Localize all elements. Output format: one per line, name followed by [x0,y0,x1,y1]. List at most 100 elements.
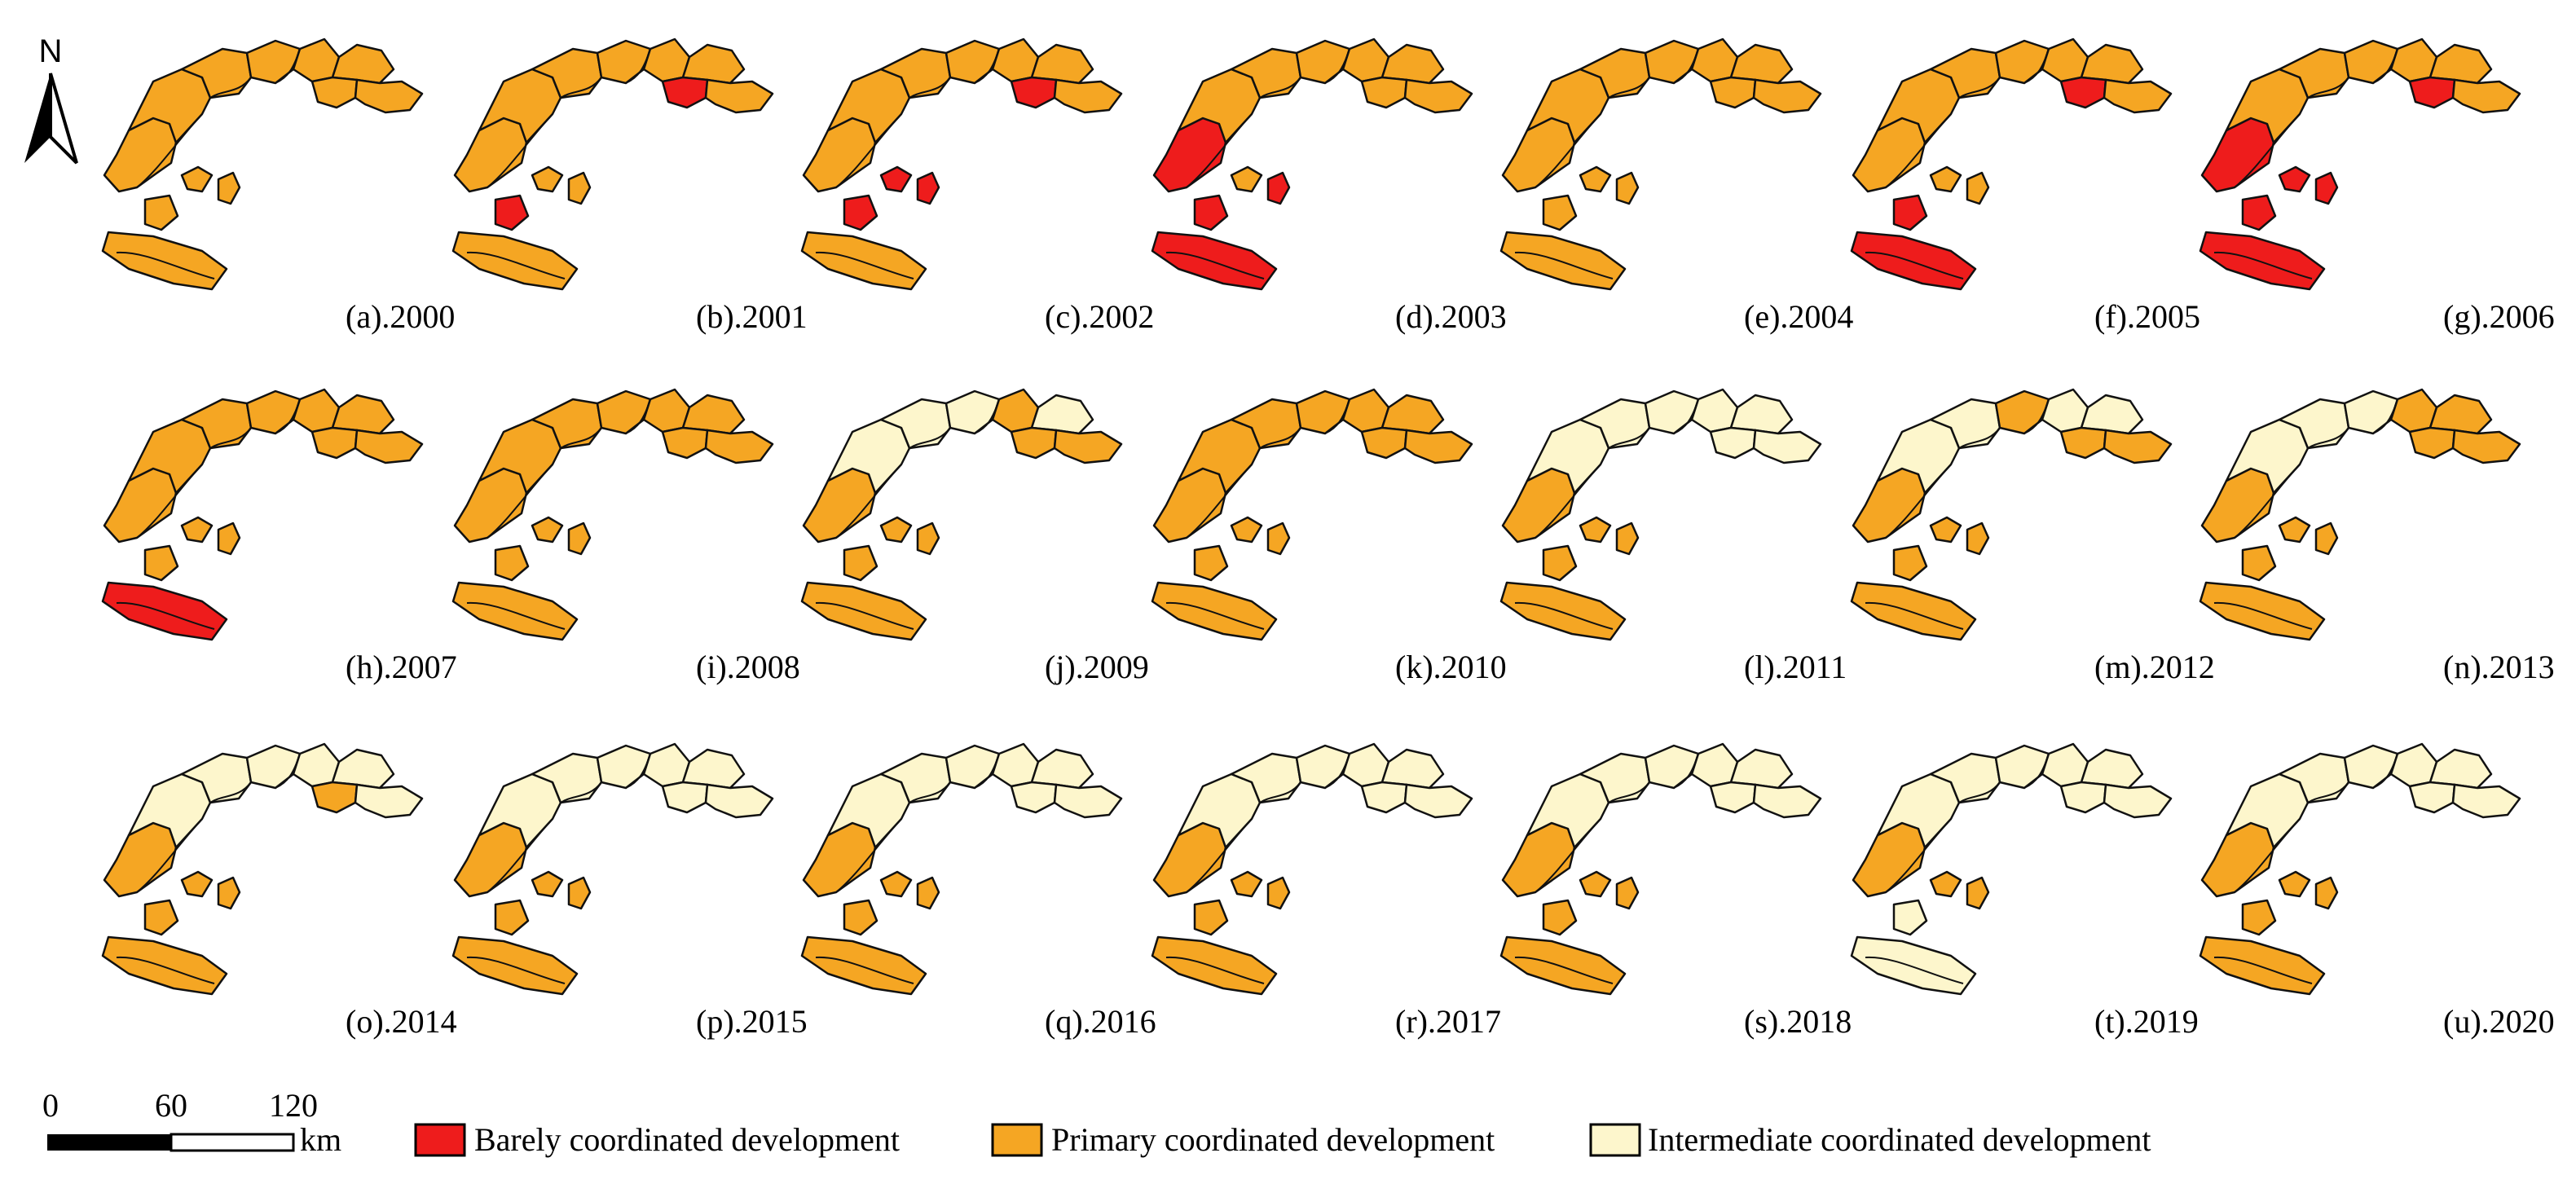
map-panel: (h).2007 [101,388,457,685]
map-region [2225,772,2310,849]
map-region [1579,47,1651,99]
region-boundary-line [1608,781,1650,803]
scale-tick-label: 120 [269,1087,318,1124]
panel-label: (o).2014 [346,1003,457,1040]
map-region [531,870,564,898]
map-region [704,783,774,819]
map-region [1929,47,2001,99]
region-map [101,388,424,641]
region-boundary-line [1535,818,1601,893]
map-region [567,876,592,910]
map-region [1151,935,1278,996]
region-boundary-line [1535,113,1601,188]
map-region [879,165,913,193]
panel-label: (m).2012 [2094,649,2215,685]
region-boundary-line [2234,464,2301,539]
map-region [1152,467,1227,543]
map-region [494,544,530,582]
map-region [143,899,179,936]
map-region [1010,781,1058,814]
region-map [1499,742,1822,996]
map-region [2278,47,2350,99]
map-region [1850,581,1977,641]
panel-label: (q).2016 [1045,1003,1156,1040]
map-region [1295,39,1351,85]
map-region [1499,581,1627,641]
map-region [354,429,424,464]
map-region [1230,516,1263,543]
region-boundary-line [815,601,914,630]
region-boundary-line [2023,48,2050,84]
region-boundary-line [1259,781,1301,803]
map-region [596,39,652,85]
map-region [1615,521,1640,556]
map-region [180,870,214,898]
panel-label: (a).2000 [346,298,455,335]
region-boundary-line [2023,398,2050,434]
map-region [1966,521,1990,556]
map-region [879,870,913,898]
map-region [916,171,940,205]
map-region [1892,544,1928,582]
region-map [2199,388,2521,641]
map-region [1230,870,1263,898]
map-region [661,426,709,460]
map-region [101,231,228,291]
map-region [945,39,1001,85]
map-region [1752,783,1822,819]
map-panel: (a).2000 [101,37,455,335]
map-panel: (l).2011 [1499,388,1847,685]
map-region [127,772,212,849]
map-region [1501,467,1576,543]
map-region [2200,821,2275,898]
map-region [478,68,562,144]
map-region [1579,752,1651,804]
region-map [451,37,774,291]
panel-label: (s).2018 [1744,1003,1852,1040]
map-region [354,78,424,114]
region-boundary-line [2372,48,2398,84]
region-boundary-line [136,818,203,893]
region-boundary-line [209,781,252,803]
map-region [1295,744,1351,790]
map-region [1403,429,1473,464]
map-region [2103,429,2173,464]
map-region [2225,418,2310,495]
map-region [916,521,940,556]
map-region [661,76,709,109]
map-region [1266,521,1291,556]
map-region [2408,781,2456,814]
region-boundary-line [1885,818,1952,893]
region-boundary-line [1165,956,1265,984]
map-region [103,117,178,193]
region-map [1151,742,1473,996]
region-map [2199,742,2521,996]
map-region [843,194,878,231]
map-panel: (t).2019 [1850,742,2199,1040]
panel-label: (i).2008 [696,649,800,685]
region-boundary-line [909,781,951,803]
map-region [802,821,877,898]
map-region [1360,426,1408,460]
scale-tick-label: 0 [42,1087,59,1124]
map-region [180,47,253,99]
map-panel: (b).2001 [451,37,808,335]
map-region [800,231,927,291]
map-region [945,744,1001,790]
map-region [1752,78,1822,114]
map-panel: (c).2002 [800,37,1154,335]
map-region [1966,876,1990,910]
map-region [1501,821,1576,898]
region-boundary-line [1958,781,2001,803]
map-region [2343,389,2399,435]
region-boundary-line [1958,427,2001,449]
map-region [704,429,774,464]
map-region [1876,772,1961,849]
map-region [1526,772,1610,849]
map-region [2059,76,2107,109]
map-region [945,389,1001,435]
region-boundary-line [2307,77,2349,99]
map-panel: (p).2015 [451,742,808,1040]
scale-tick-label: 60 [155,1087,187,1124]
map-region [2314,171,2339,205]
